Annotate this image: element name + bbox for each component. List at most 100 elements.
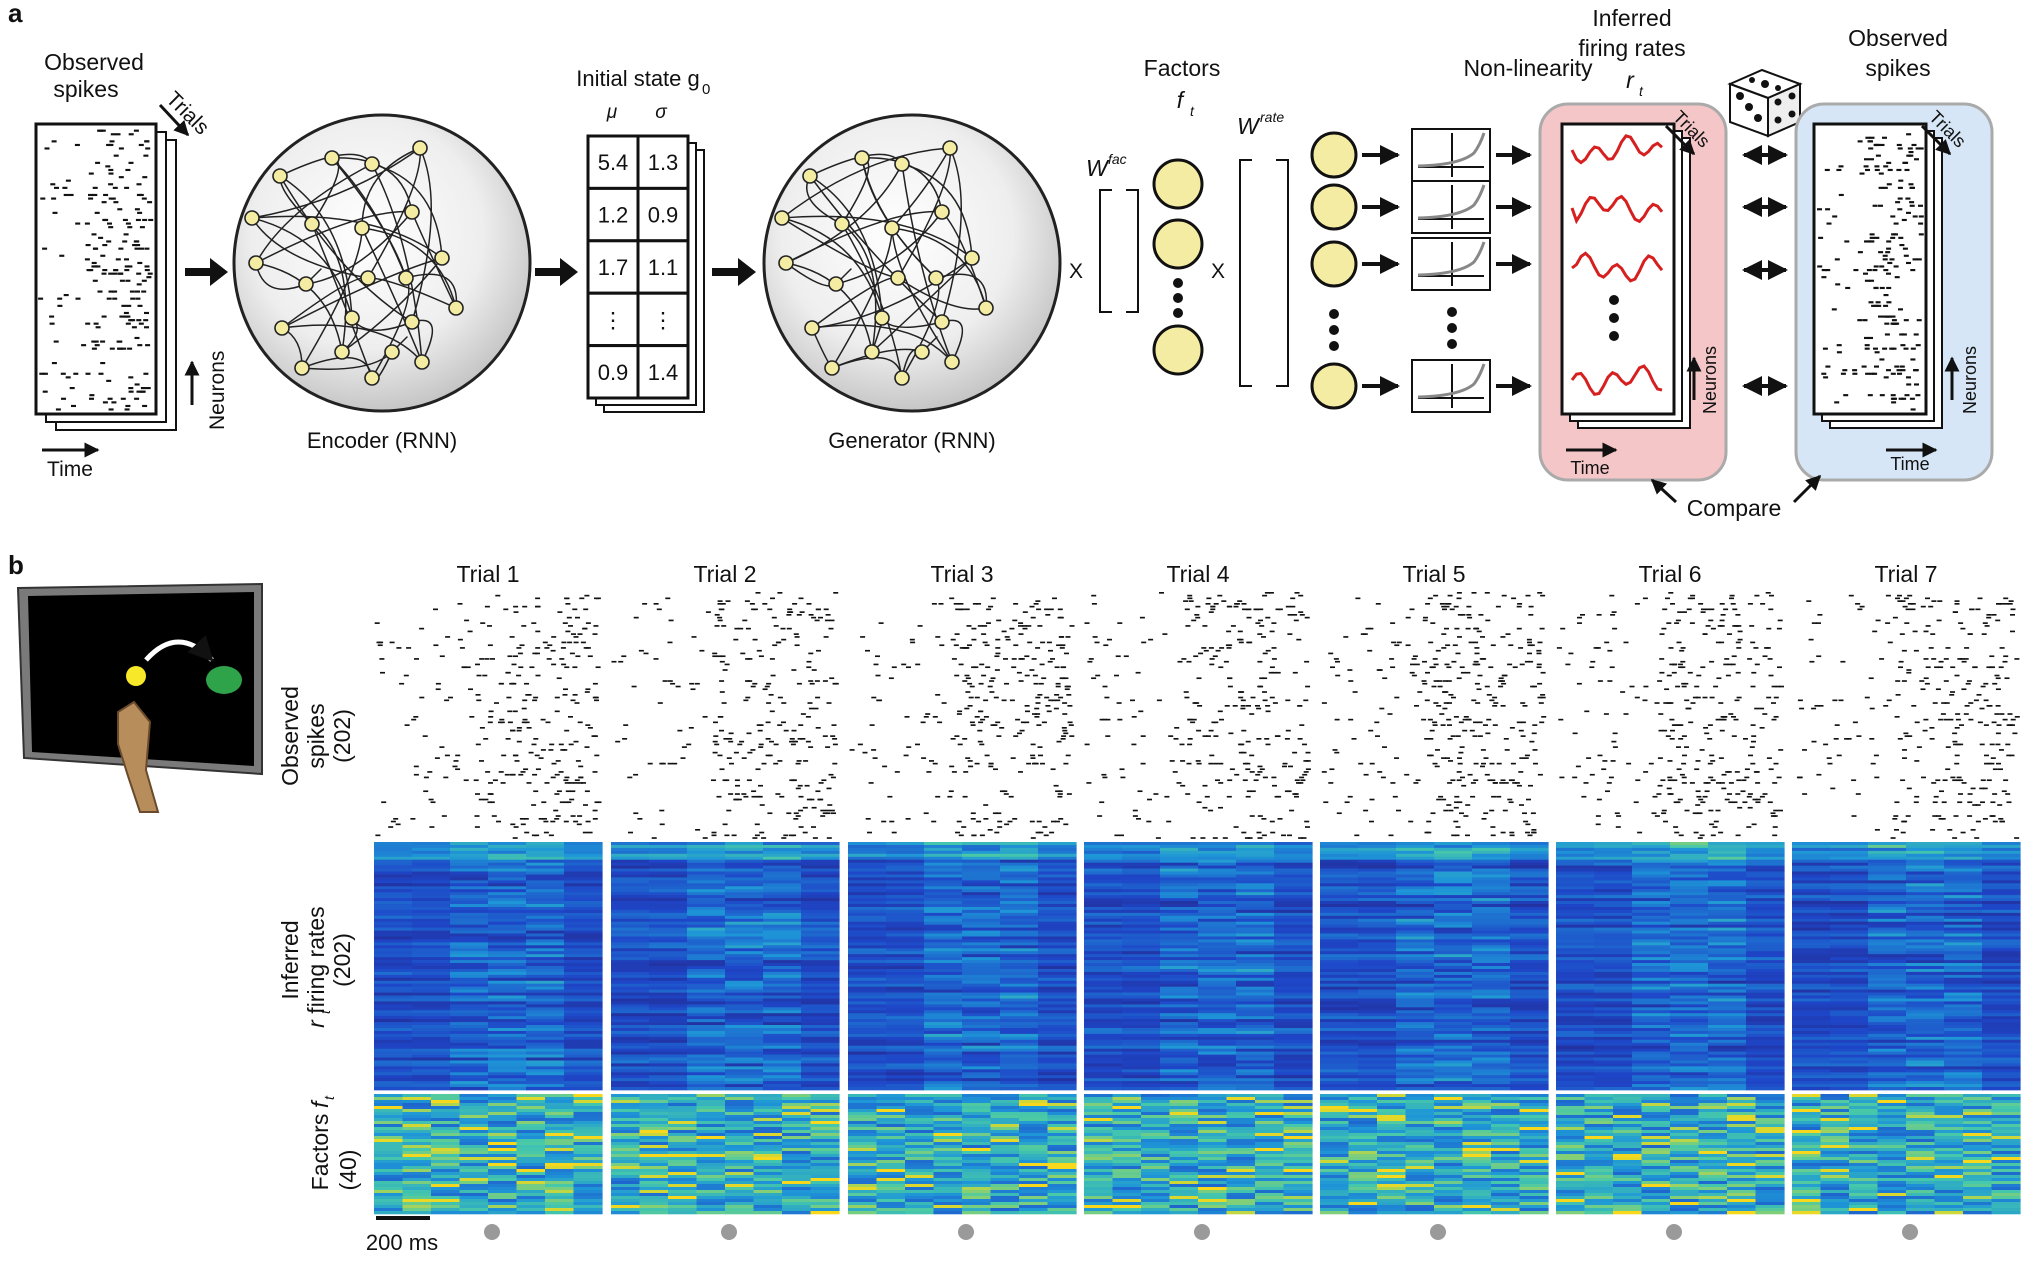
panel-b-label: b [8, 550, 24, 580]
w-rate-bracket-right [1276, 159, 1289, 387]
encoder-label: Encoder (RNN) [307, 428, 457, 453]
hand-icon [117, 700, 160, 813]
nonlinearity-boxes [1362, 128, 1532, 413]
row-label-factors-symbol: f [307, 1099, 333, 1108]
trial-title: Trial 7 [1874, 561, 1937, 587]
trial-rates-heatmap [1556, 842, 1785, 1091]
mu-label: μ [606, 102, 618, 123]
initial-state-value: 0.9 [648, 203, 679, 228]
trial-rates-heatmap [1084, 842, 1313, 1091]
observed-spikes-stack-left: Observed spikes Trials Neurons Time [34, 49, 229, 481]
rate-curves [1570, 134, 1664, 397]
observed-right-time-label: Time [1890, 454, 1929, 474]
row-label-spikes-count: (202) [329, 709, 355, 763]
compare-label: Compare [1687, 495, 1782, 521]
observed-spikes-label-line2: spikes [53, 76, 118, 102]
event-marker [1194, 1224, 1210, 1240]
trial-title: Trial 4 [1166, 561, 1229, 587]
initial-state-value: 5.4 [598, 150, 629, 175]
factor-nodes [1152, 158, 1204, 376]
trial-rates-heatmap [1792, 842, 2021, 1091]
w-fac-base: W [1086, 155, 1110, 181]
factors-symbol: f [1177, 87, 1186, 113]
observed-right-line2: spikes [1865, 55, 1930, 81]
initial-state-value: 1.7 [598, 255, 629, 280]
trial-spike-raster [1796, 594, 2020, 839]
compare-double-arrows [1742, 145, 1788, 396]
initial-state-value: ⋮ [602, 307, 624, 332]
trial-column: Trial 3 [848, 561, 1077, 1240]
event-marker [484, 1224, 500, 1240]
encoder-network [244, 140, 464, 386]
observed-spikes-label-line1: Observed [44, 49, 144, 75]
trial-column: Trial 1 [374, 561, 603, 1240]
row-label-rates-line2: firing rates [303, 906, 329, 1013]
trial-rates-heatmap [1320, 842, 1549, 1091]
factors-title: Factors [1144, 55, 1221, 81]
trial-factors-heatmap [611, 1094, 840, 1215]
event-marker [721, 1224, 737, 1240]
trial-column: Trial 5 [1320, 561, 1549, 1240]
raster-left [38, 129, 154, 411]
trial-factors-heatmap [1320, 1094, 1549, 1215]
trial-column: Trial 6 [1556, 561, 1785, 1240]
arrow-to-initial-state [535, 258, 578, 286]
rate-nodes [1310, 131, 1358, 410]
initial-state-table: Initial state g 0 μ σ 5.4 1.3 1.2 0.9 1.7 1.1… [576, 66, 710, 413]
time-label: Time [47, 458, 93, 481]
arrow-to-generator [712, 258, 756, 286]
raster-right [1817, 133, 1924, 411]
initial-state-subscript: 0 [702, 81, 710, 98]
reach-arrow [144, 635, 214, 662]
inferred-title-line2: firing rates [1578, 35, 1685, 61]
initial-state-value: 1.3 [648, 150, 679, 175]
trial-columns: Trial 1 Trial 2 Trial 3 Trial 4 Trial 5 Trial… [374, 561, 2021, 1240]
trial-title: Trial 1 [456, 561, 519, 587]
inferred-rates-panel: Inferred firing rates r t Trials Neurons… [1538, 5, 1728, 482]
task-monitor [16, 582, 263, 813]
multiply-2: X [1211, 260, 1225, 283]
encoder-rnn: Encoder (RNN) [232, 113, 532, 453]
inferred-sub: t [1639, 83, 1644, 99]
arrow-to-encoder [185, 258, 228, 286]
observed-right-line1: Observed [1848, 25, 1948, 51]
observed-spikes-panel-right: Observed spikes Trials Neurons Time [1794, 25, 1994, 482]
row-label-factors-line1: Factors [307, 1114, 333, 1191]
trial-spike-raster [1084, 592, 1311, 839]
start-target [126, 666, 146, 686]
w-fac-sup: fac [1108, 151, 1127, 167]
event-marker [1430, 1224, 1446, 1240]
w-rate-base: W [1237, 113, 1261, 139]
trial-title: Trial 2 [693, 561, 756, 587]
trial-column: Trial 4 [1084, 561, 1313, 1240]
event-marker [958, 1224, 974, 1240]
row-label-spikes-line1: Observed [277, 686, 303, 786]
trial-rates-heatmap [611, 842, 840, 1091]
trial-spike-raster [611, 592, 839, 839]
row-label-factors-count: (40) [335, 1150, 361, 1191]
generator-label: Generator (RNN) [828, 428, 995, 453]
row-label-factors-sub: t [321, 1095, 337, 1100]
inferred-neurons-label: Neurons [1700, 346, 1720, 414]
trial-column: Trial 7 [1792, 561, 2021, 1240]
initial-state-value: 1.4 [648, 360, 679, 385]
inferred-title-line1: Inferred [1592, 5, 1671, 31]
trial-factors-heatmap [848, 1094, 1077, 1215]
w-fac-bracket-left [1099, 189, 1112, 313]
trial-rates-heatmap [374, 842, 603, 1091]
multiply-1: X [1069, 260, 1083, 283]
trial-title: Trial 3 [930, 561, 993, 587]
trial-rates-heatmap [848, 842, 1077, 1091]
row-label-rates-count: (202) [329, 933, 355, 987]
sigma-label: σ [655, 102, 668, 123]
w-rate-sup: rate [1260, 109, 1284, 125]
neurons-label: Neurons [206, 351, 229, 430]
initial-state-value: ⋮ [652, 307, 674, 332]
trial-factors-heatmap [1084, 1094, 1313, 1215]
inferred-symbol: r [1626, 67, 1635, 93]
trial-spike-raster [1556, 592, 1784, 839]
row-label-rates-symbol: r [303, 1019, 329, 1028]
trial-factors-heatmap [374, 1094, 603, 1215]
w-rate-bracket-left [1239, 159, 1252, 387]
